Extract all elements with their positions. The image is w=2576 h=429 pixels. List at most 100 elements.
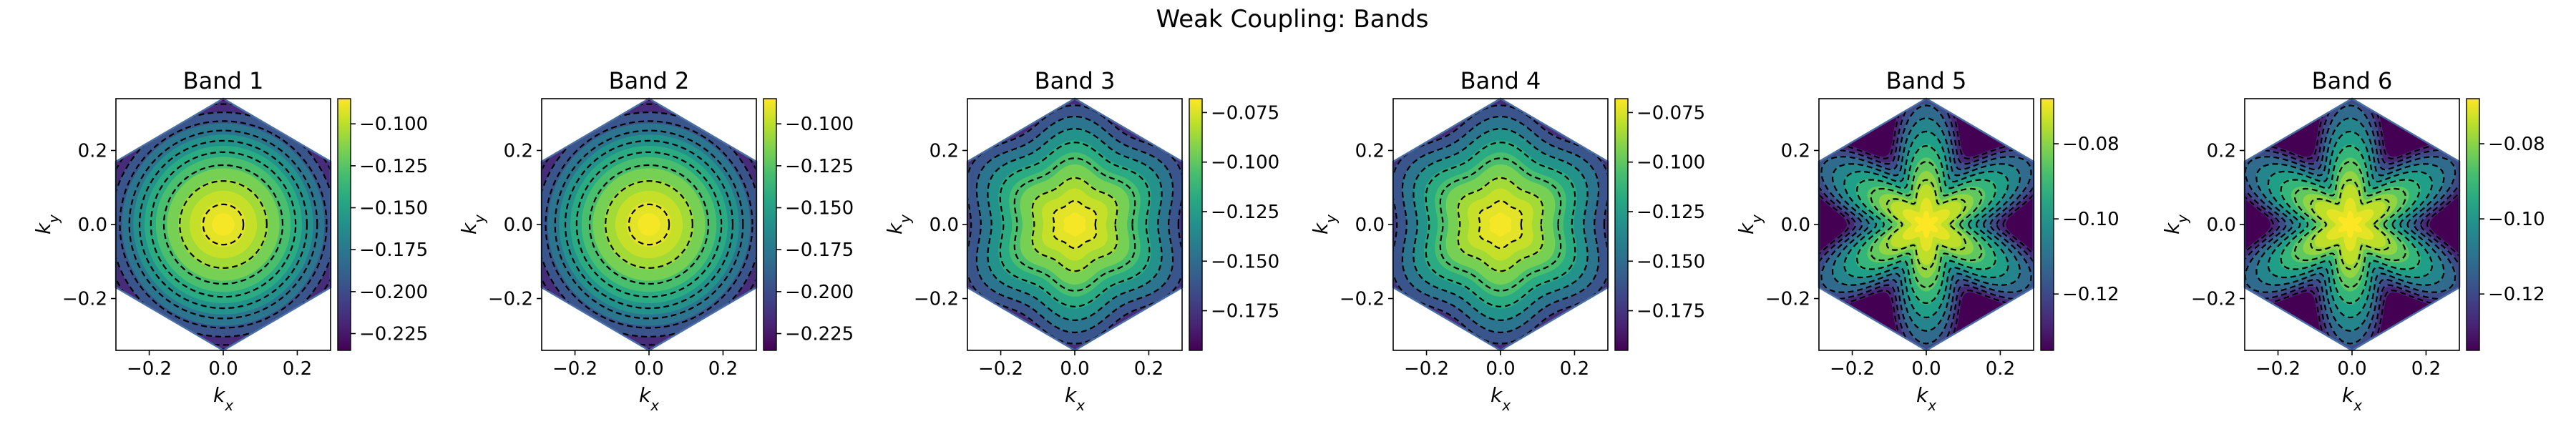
contour-line [1820,104,2032,345]
contour-line [1478,199,1523,250]
contour-line [1856,144,1996,305]
colorbar-tick-label: −0.10 [2488,209,2545,230]
subplot-title: Band 2 [609,67,690,94]
colorbar-tick-label: −0.175 [359,240,428,261]
contour-line [202,203,245,246]
contour-line [1052,199,1098,250]
contour-line [1831,117,2021,332]
subplot: Band 6 −0.2 0.0 0.2 −0.2 0.0 0.2 kx ky −0.12 −0.10… [2160,67,2545,414]
x-tick-label: 0.0 [2337,358,2366,380]
y-tick-label: 0.2 [78,140,107,162]
contour-line [2245,104,2457,345]
contour-line [1393,104,1608,345]
figure-title: Weak Coupling: Bands [1156,5,1429,34]
y-tick-label: 0.2 [504,140,533,162]
colorbar-tick-label: −0.10 [2062,209,2119,230]
colorbar [2040,98,2054,351]
contour-line [2255,117,2445,332]
contour-line [119,120,328,329]
colorbar-tick-label: −0.150 [1211,251,1279,272]
x-tick-label: 0.2 [1986,358,2015,380]
subplot: Band 1 −0.2 0.0 0.2 −0.2 0.0 0.2 kx ky −0.225 −0.2… [31,67,428,414]
colorbar-tick-label: −0.175 [1636,301,1705,322]
y-tick-label: −0.2 [914,289,959,310]
colorbar-tick-label: −0.100 [1211,152,1279,174]
contour-line [975,115,1174,334]
colorbar-tick-label: −0.100 [359,114,428,135]
contour-line [2245,99,2459,350]
y-axis-label: ky [883,214,914,235]
y-tick-label: 0.2 [930,140,959,162]
contour-line [1819,99,2034,350]
heatmap-band [1489,212,1512,237]
x-tick-label: 0.2 [283,358,312,380]
contour-lines [1819,99,2034,350]
contour-line [999,142,1151,307]
contour-line [2310,179,2391,270]
contour-line [1425,142,1576,307]
contour-line [162,164,284,285]
y-tick-label: 0.0 [1781,214,1810,236]
x-axis-label: kx [639,383,659,414]
subplot: Band 4 −0.2 0.0 0.2 −0.2 0.0 0.2 kx ky −0.175 −0.1… [1309,67,1705,414]
subplot: Band 2 −0.2 0.0 0.2 −0.2 0.0 0.2 kx ky −0.225 −0.2… [457,67,854,414]
colorbar-tick-label: −0.175 [1211,301,1279,322]
contour-line [1401,115,1600,334]
subplot-title: Band 1 [183,67,264,94]
subplot-title: Band 3 [1035,67,1116,94]
y-tick-label: 0.0 [78,214,107,236]
x-tick-label: −0.2 [978,358,1023,380]
contour-line [1885,179,1967,270]
y-axis-label: ky [2160,214,2191,235]
contour-line [1457,177,1544,272]
x-tick-label: 0.2 [2411,358,2441,380]
x-tick-label: 0.0 [1060,358,1089,380]
contour-line [628,203,670,246]
contour-lines [2245,99,2459,350]
colorbar-tick-label: −0.08 [2488,134,2545,155]
x-tick-label: −0.2 [1830,358,1875,380]
y-tick-label: −0.2 [1765,289,1810,310]
colorbar-tick-label: −0.125 [1211,202,1279,223]
x-tick-label: −0.2 [127,358,172,380]
contour-line [179,180,268,269]
y-tick-label: 0.2 [2207,140,2236,162]
x-tick-label: 0.0 [634,358,663,380]
colorbar-tick-label: −0.125 [1636,202,1705,223]
y-tick-label: 0.0 [930,214,959,236]
colorbar [2466,98,2480,351]
x-tick-label: −0.2 [2255,358,2301,380]
colorbar-tick-label: −0.100 [1636,152,1705,174]
contour-line [1843,130,2009,319]
colorbar-tick-label: −0.150 [1636,251,1705,272]
subplot-title: Band 4 [1460,67,1541,94]
colorbar-tick-label: −0.075 [1636,102,1705,124]
contour-line [564,139,734,310]
y-tick-label: −0.2 [1340,289,1385,310]
colorbar-tick-label: −0.125 [359,156,428,177]
colorbar-tick-label: −0.08 [2062,134,2119,155]
y-axis-label: ky [457,214,488,235]
x-tick-label: −0.2 [552,358,597,380]
heatmap-band [212,213,235,236]
subplot: Band 5 −0.2 0.0 0.2 −0.2 0.0 0.2 kx ky −0.12 −0.10… [1735,67,2119,414]
x-axis-label: kx [213,383,233,414]
x-tick-label: 0.2 [708,358,738,380]
subplot-title: Band 5 [1886,67,1967,94]
colorbar-tick-label: −0.175 [785,240,854,261]
y-tick-label: 0.2 [1355,140,1385,162]
colorbar-tick-label: −0.150 [359,198,428,220]
contour-line [2267,130,2434,319]
panels: Band 1 −0.2 0.0 0.2 −0.2 0.0 0.2 kx ky −0.225 −0.2… [31,67,2545,414]
contour-line [1439,157,1562,292]
colorbar-tick-label: −0.200 [785,282,854,303]
colorbar-tick-label: −0.075 [1211,102,1279,124]
contour-line [1013,157,1136,292]
heatmap-band [1063,212,1086,237]
x-axis-label: kx [1491,383,1511,414]
x-tick-label: 0.2 [1560,358,1589,380]
colorbar-tick-label: −0.225 [785,324,854,345]
y-axis-label: ky [1735,214,1765,235]
y-axis-label: ky [31,214,62,235]
contour-line [987,127,1163,322]
